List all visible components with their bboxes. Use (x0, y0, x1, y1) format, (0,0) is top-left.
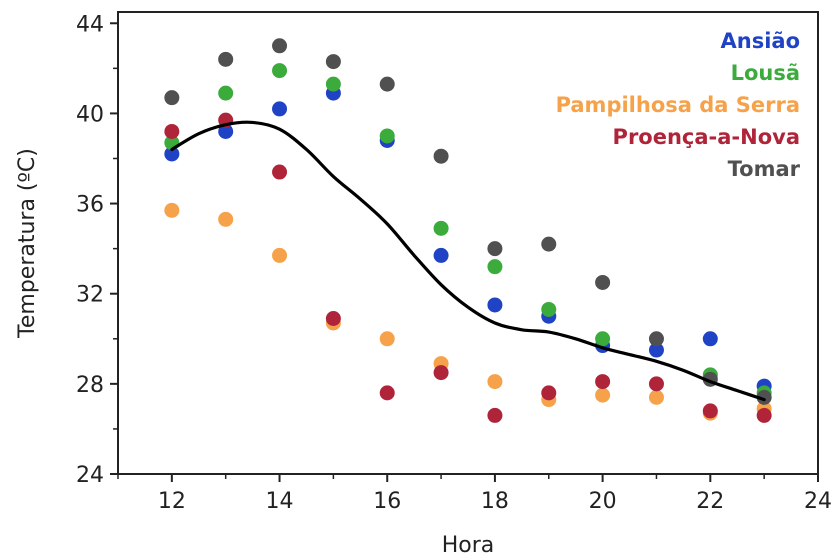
point-ansi-o-2 (272, 101, 288, 117)
x-tick-label: 12 (158, 489, 186, 514)
y-tick-label: 44 (76, 12, 104, 37)
x-tick-label: 18 (481, 489, 509, 514)
point-tomar-5 (433, 148, 449, 164)
point-ansi-o-5 (433, 247, 449, 263)
x-axis-label: Hora (442, 533, 495, 558)
point-pampilhosa-da-serra-0 (164, 202, 180, 218)
y-axis-label: Temperatura (ºC) (15, 148, 40, 339)
x-tick-label: 16 (373, 489, 401, 514)
legend-entry-proen-a-a-nova: Proença-a-Nova (613, 125, 800, 149)
y-tick-label: 32 (76, 283, 104, 308)
legend-entry-tomar: Tomar (728, 157, 801, 181)
point-lous--4 (379, 128, 395, 144)
point-tomar-9 (648, 331, 664, 347)
point-proen-a-a-nova-6 (487, 407, 503, 423)
point-proen-a-a-nova-10 (702, 403, 718, 419)
point-proen-a-a-nova-2 (272, 164, 288, 180)
point-proen-a-a-nova-9 (648, 376, 664, 392)
point-proen-a-a-nova-8 (595, 374, 611, 390)
point-pampilhosa-da-serra-4 (379, 331, 395, 347)
point-tomar-7 (541, 236, 557, 252)
point-ansi-o-9 (648, 342, 664, 358)
x-tick-label: 24 (804, 489, 832, 514)
point-tomar-2 (272, 38, 288, 54)
point-ansi-o-0 (164, 146, 180, 162)
y-tick-label: 28 (76, 373, 104, 398)
point-tomar-0 (164, 90, 180, 106)
point-ansi-o-10 (702, 331, 718, 347)
x-tick-label: 20 (589, 489, 617, 514)
point-proen-a-a-nova-11 (756, 407, 772, 423)
point-proen-a-a-nova-7 (541, 385, 557, 401)
y-tick-label: 36 (76, 193, 104, 218)
point-lous--2 (272, 63, 288, 79)
point-tomar-3 (325, 54, 341, 70)
point-ansi-o-1 (218, 123, 234, 139)
y-tick-label: 24 (76, 463, 104, 488)
point-pampilhosa-da-serra-8 (595, 387, 611, 403)
point-lous--7 (541, 301, 557, 317)
data-points (164, 38, 772, 423)
point-tomar-4 (379, 76, 395, 92)
point-proen-a-a-nova-3 (325, 310, 341, 326)
plot-frame (117, 11, 819, 475)
point-ansi-o-6 (487, 297, 503, 313)
point-proen-a-a-nova-4 (379, 385, 395, 401)
point-lous--3 (325, 76, 341, 92)
point-tomar-6 (487, 241, 503, 257)
y-tick-label: 40 (76, 102, 104, 127)
legend: Ansião Lousã Pampilhosa da Serra Proença-a-… (556, 29, 801, 181)
point-tomar-8 (595, 274, 611, 290)
point-pampilhosa-da-serra-6 (487, 374, 503, 390)
point-tomar-11 (756, 389, 772, 405)
x-tick-label: 22 (696, 489, 724, 514)
axes: 12 14 16 18 20 22 24 24 28 32 36 40 44 (76, 11, 832, 514)
point-pampilhosa-da-serra-1 (218, 211, 234, 227)
point-lous--6 (487, 259, 503, 275)
point-tomar-1 (218, 51, 234, 67)
point-proen-a-a-nova-5 (433, 365, 449, 381)
legend-entry-pampilhosa-da-serra: Pampilhosa da Serra (556, 93, 800, 117)
point-lous--8 (595, 331, 611, 347)
trend-line (170, 120, 766, 402)
x-tick-label: 14 (266, 489, 294, 514)
point-lous--5 (433, 220, 449, 236)
point-pampilhosa-da-serra-9 (648, 389, 664, 405)
legend-entry-ansi-o: Ansião (721, 29, 801, 53)
legend-entry-lous-: Lousã (731, 61, 800, 85)
point-proen-a-a-nova-0 (164, 123, 180, 139)
point-pampilhosa-da-serra-2 (272, 247, 288, 263)
point-lous--1 (218, 85, 234, 101)
